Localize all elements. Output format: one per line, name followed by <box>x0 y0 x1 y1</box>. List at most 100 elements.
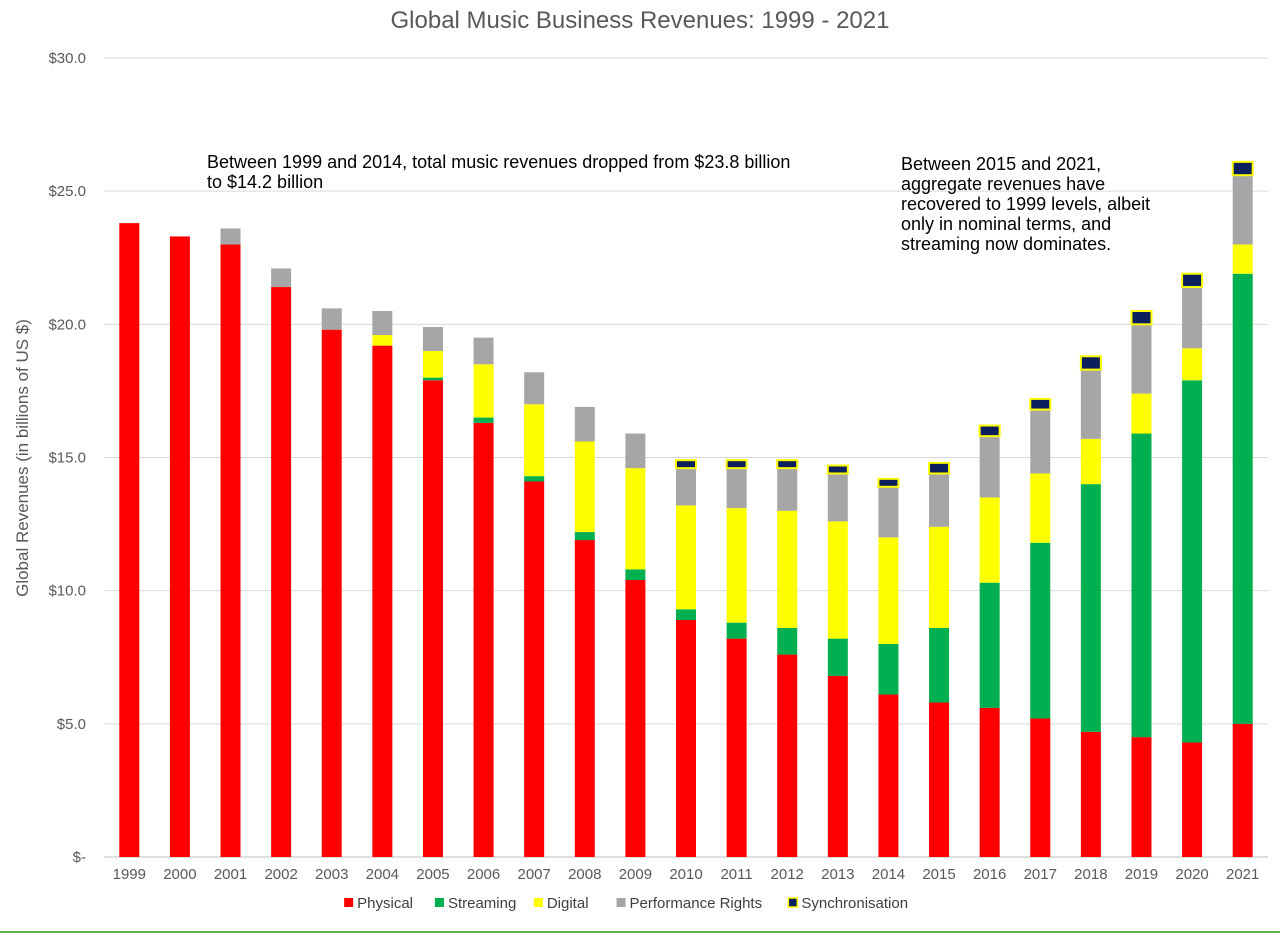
x-tick-label: 2016 <box>973 866 1006 883</box>
bar-physical-2003 <box>321 329 342 857</box>
legend-label: Digital <box>547 895 589 912</box>
x-tick-label: 2012 <box>771 866 804 883</box>
bar-digital-2020 <box>1182 348 1203 381</box>
legend-label: Synchronisation <box>801 895 908 912</box>
bar-streaming-2012 <box>777 627 798 655</box>
legend: Physical Streaming Digital Performance Righ… <box>344 895 908 912</box>
y-tick-label: $5.0 <box>57 716 86 733</box>
bar-performance-rights-2020 <box>1182 287 1203 349</box>
bar-digital-2021 <box>1232 244 1253 274</box>
bar-synchronisation-2013 <box>826 464 849 475</box>
legend-label: Physical <box>357 895 413 912</box>
bar-streaming-2011 <box>726 622 747 639</box>
legend-swatch-performance-rights <box>616 898 626 907</box>
x-tick-label: 2019 <box>1125 866 1158 883</box>
legend-label: Streaming <box>448 895 516 912</box>
y-tick-label: $- <box>73 849 86 866</box>
x-tick-label: 2000 <box>163 866 196 883</box>
x-tick-label: 2010 <box>669 866 702 883</box>
x-tick-label: 2017 <box>1024 866 1057 883</box>
legend-swatch-digital <box>533 898 543 907</box>
bar-performance-rights-2006 <box>473 337 494 365</box>
y-tick-label: $30.0 <box>48 50 86 67</box>
bar-streaming-2013 <box>827 638 848 676</box>
bar-synchronisation-2010 <box>675 459 697 470</box>
bar-streaming-2017 <box>1030 542 1051 719</box>
bar-digital-2018 <box>1080 438 1101 485</box>
y-tick-label: $25.0 <box>48 183 86 200</box>
annotation-2015-2021: Between 2015 and 2021, aggregate revenue… <box>901 154 1151 254</box>
bar-performance-rights-2002 <box>271 268 292 288</box>
bar-performance-rights-2005 <box>422 326 443 351</box>
bar-digital-2004 <box>372 334 393 346</box>
bar-synchronisation-2019 <box>1130 310 1153 326</box>
bar-synchronisation-2016 <box>978 424 1001 438</box>
bar-performance-rights-2011 <box>726 468 747 509</box>
bar-performance-rights-2015 <box>929 473 950 527</box>
bar-synchronisation-2021 <box>1231 160 1254 177</box>
bar-streaming-2009 <box>625 569 646 581</box>
bar-performance-rights-2007 <box>524 372 545 405</box>
bar-digital-2009 <box>625 468 646 570</box>
bar-digital-2006 <box>473 364 494 418</box>
bar-physical-2006 <box>473 422 494 857</box>
bar-performance-rights-2017 <box>1030 409 1051 474</box>
bar-physical-2011 <box>726 638 747 857</box>
x-tick-label: 2018 <box>1074 866 1107 883</box>
bar-performance-rights-2009 <box>625 433 646 469</box>
bar-digital-2005 <box>422 350 443 378</box>
x-tick-label: 2021 <box>1226 866 1259 883</box>
bar-physical-2005 <box>422 380 443 857</box>
bar-performance-rights-2004 <box>372 311 393 335</box>
bars <box>119 160 1254 858</box>
bar-streaming-2016 <box>979 582 1000 708</box>
legend-swatch-synchronisation <box>787 897 799 908</box>
bar-performance-rights-2003 <box>321 308 342 330</box>
y-tick-label: $15.0 <box>48 450 86 467</box>
bar-performance-rights-2013 <box>827 473 848 522</box>
bar-digital-2007 <box>524 404 545 477</box>
x-tick-label: 1999 <box>113 866 146 883</box>
bar-physical-2016 <box>979 707 1000 857</box>
x-tick-label: 2006 <box>467 866 500 883</box>
bar-physical-2019 <box>1131 737 1152 857</box>
bar-digital-2014 <box>878 537 899 644</box>
bar-digital-2011 <box>726 508 747 623</box>
bar-streaming-2014 <box>878 643 899 695</box>
bar-physical-2004 <box>372 345 393 857</box>
bar-digital-2017 <box>1030 473 1051 543</box>
bar-physical-2007 <box>524 481 545 857</box>
y-tick-label: $20.0 <box>48 316 86 333</box>
bar-digital-2015 <box>929 526 950 628</box>
legend-label: Performance Rights <box>630 895 763 912</box>
bar-performance-rights-2021 <box>1232 175 1253 245</box>
bar-physical-2009 <box>625 580 646 857</box>
bar-performance-rights-2012 <box>777 468 798 511</box>
x-tick-label: 2009 <box>619 866 652 883</box>
bar-digital-2010 <box>676 505 696 610</box>
bar-physical-2002 <box>271 287 292 858</box>
bar-streaming-2020 <box>1182 380 1203 743</box>
bar-streaming-2021 <box>1232 273 1253 724</box>
bar-physical-2012 <box>777 654 798 857</box>
bar-streaming-2019 <box>1131 433 1152 738</box>
bar-physical-2013 <box>827 675 848 857</box>
bar-streaming-2006 <box>473 417 494 423</box>
bar-physical-2000 <box>169 236 190 857</box>
bar-performance-rights-2001 <box>220 228 241 245</box>
x-tick-label: 2014 <box>872 866 905 883</box>
x-tick-label: 2013 <box>821 866 854 883</box>
bar-physical-2020 <box>1182 742 1203 857</box>
bar-performance-rights-2018 <box>1080 369 1101 439</box>
x-tick-label: 2004 <box>366 866 399 883</box>
bar-synchronisation-2017 <box>1029 397 1052 411</box>
bar-digital-2019 <box>1131 393 1152 434</box>
x-tick-label: 2020 <box>1175 866 1208 883</box>
legend-swatch-streaming <box>434 898 444 907</box>
bar-digital-2008 <box>574 441 595 533</box>
x-tick-label: 2003 <box>315 866 348 883</box>
bar-performance-rights-2014 <box>878 486 899 538</box>
bar-physical-2008 <box>574 540 595 857</box>
bar-streaming-2007 <box>524 476 545 482</box>
